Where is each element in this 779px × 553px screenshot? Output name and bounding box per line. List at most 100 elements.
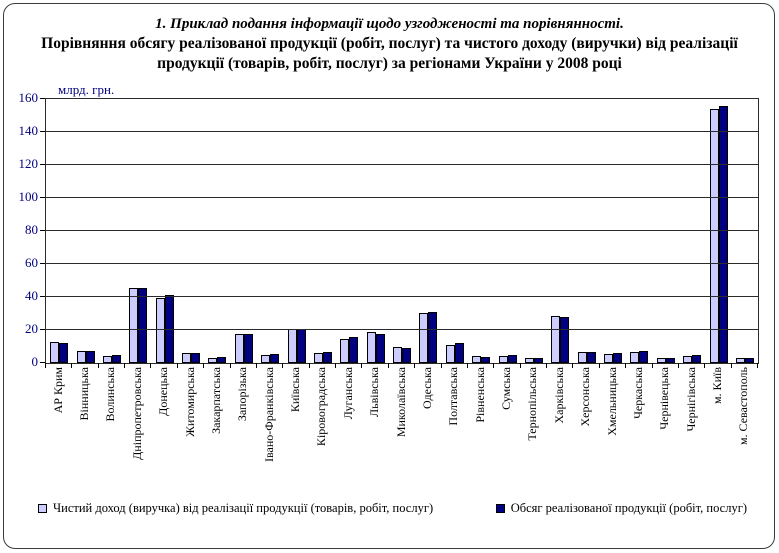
bar — [349, 337, 359, 363]
x-category-label: Закарпатська — [208, 367, 223, 434]
bar-group — [494, 99, 520, 363]
bar — [551, 315, 561, 363]
gridline-80 — [46, 230, 758, 231]
bar — [639, 351, 649, 363]
bar — [656, 358, 666, 363]
figure-caption: 1. Приклад подання інформації щодо узгод… — [155, 16, 624, 32]
bar — [313, 353, 323, 363]
legend-swatch-dark-icon — [495, 504, 505, 513]
bar — [454, 343, 464, 363]
bar — [270, 353, 280, 363]
x-tick-mark — [176, 363, 178, 368]
bar — [560, 316, 570, 363]
x-category-label: Черкаська — [630, 367, 645, 419]
y-tick-mark — [40, 230, 45, 231]
bar-group — [257, 99, 283, 363]
x-tick-mark — [150, 363, 152, 368]
bar — [296, 329, 306, 363]
bar — [665, 357, 675, 363]
bar — [613, 353, 623, 363]
bar-group — [204, 99, 230, 363]
y-tick-label: 40 — [25, 288, 38, 303]
bar — [366, 332, 376, 363]
y-tick-label: 60 — [25, 255, 38, 270]
x-label-cell: Хмельницька — [599, 367, 625, 491]
bar-group — [231, 99, 257, 363]
bar — [243, 334, 253, 363]
x-tick-mark — [519, 363, 521, 368]
bar — [234, 334, 244, 363]
x-label-cell: Донецька — [151, 367, 177, 491]
bar — [111, 355, 121, 363]
x-label-cell: Житомирська — [177, 367, 203, 491]
x-category-label: Запорізька — [235, 367, 250, 422]
x-label-cell: Одеська — [414, 367, 440, 491]
x-label-cell: Київська — [282, 367, 308, 491]
x-label-cell: Сумська — [493, 367, 519, 491]
x-tick-mark — [466, 363, 468, 368]
y-tick-label: 100 — [18, 189, 39, 204]
bar-group — [732, 99, 758, 363]
bar — [604, 353, 614, 363]
x-tick-mark — [677, 363, 679, 368]
legend-item-net-income: Чистий доход (виручка) від реалізації пр… — [38, 501, 433, 516]
y-tick-label: 140 — [18, 123, 39, 138]
x-label-cell: м. Київ — [704, 367, 730, 491]
bar-group — [547, 99, 573, 363]
y-axis-unit-label: млрд. грн. — [58, 82, 115, 97]
x-label-cell: АР Крим — [45, 367, 71, 491]
x-category-label: Миколаївська — [393, 367, 408, 438]
x-label-cell: Вінницька — [71, 367, 97, 491]
x-tick-mark — [625, 363, 627, 368]
x-tick-mark — [124, 363, 126, 368]
x-label-cell: Дніпропетровська — [124, 367, 150, 491]
x-tick-mark — [282, 363, 284, 368]
bar — [217, 357, 227, 363]
bar — [155, 297, 165, 363]
bar — [718, 105, 728, 363]
x-category-label: Дніпропетровська — [129, 367, 144, 460]
x-tick-mark — [229, 363, 231, 368]
bar — [50, 342, 60, 363]
x-tick-mark — [730, 363, 732, 368]
x-category-label: Хмельницька — [604, 367, 619, 436]
legend-item-sales-volume: Обсяг реалізованої продукції (робіт, пос… — [495, 501, 747, 516]
bar-group — [574, 99, 600, 363]
gridline-120 — [46, 164, 758, 165]
y-tick-label: 0 — [31, 354, 39, 369]
legend-label-net-income: Чистий доход (виручка) від реалізації пр… — [53, 501, 434, 515]
bar-group — [178, 99, 204, 363]
bar — [182, 353, 192, 363]
x-label-cell: Полтавська — [441, 367, 467, 491]
x-category-label: м. Севастополь — [736, 367, 751, 446]
x-label-cell: Львівська — [362, 367, 388, 491]
x-tick-mark — [598, 363, 600, 368]
bar — [586, 352, 596, 363]
bar-group — [600, 99, 626, 363]
bar — [138, 287, 148, 363]
x-category-label: АР Крим — [50, 367, 65, 414]
bar-group — [363, 99, 389, 363]
bar — [498, 355, 508, 363]
x-category-label: Рівненська — [472, 367, 487, 423]
bar — [322, 352, 332, 363]
x-label-cell: Луганська — [335, 367, 361, 491]
legend-swatch-light-icon — [38, 504, 47, 513]
x-label-cell: Запорізька — [230, 367, 256, 491]
bar — [683, 355, 693, 363]
x-label-cell: Херсонська — [573, 367, 599, 491]
bar — [419, 312, 429, 363]
x-label-cell: Черкаська — [625, 367, 651, 491]
x-tick-mark — [361, 363, 363, 368]
bar-group — [705, 99, 731, 363]
bar-group — [626, 99, 652, 363]
x-category-label: Київська — [288, 367, 303, 413]
bar — [59, 343, 69, 363]
bar — [533, 357, 543, 363]
bar — [85, 351, 95, 363]
x-tick-mark — [308, 363, 310, 368]
bar-groups — [46, 99, 758, 363]
bar — [208, 357, 218, 363]
x-category-label: Чернігівська — [683, 367, 698, 432]
